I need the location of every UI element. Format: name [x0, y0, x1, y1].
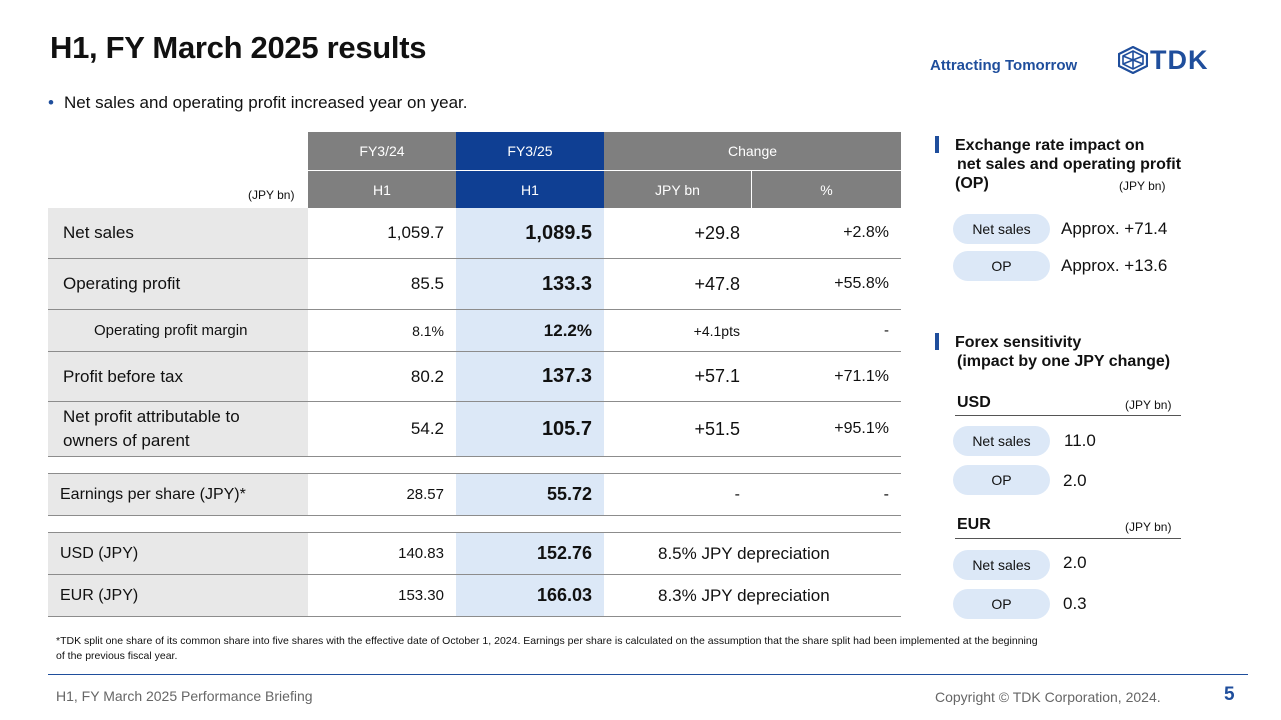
- header-change: Change: [604, 132, 901, 170]
- usd-underline: [955, 415, 1181, 416]
- eur-net-sales-pill: Net sales: [953, 550, 1050, 580]
- footer-divider: [48, 674, 1248, 675]
- cell-pct: +95.1%: [834, 420, 889, 437]
- cell-fy25: 137.3: [456, 352, 604, 401]
- header-change-pct: %: [752, 171, 901, 208]
- cell-change: +4.1pts: [693, 322, 740, 339]
- brand-tagline: Attracting Tomorrow: [930, 57, 1078, 74]
- cell-fy25: 12.2%: [456, 310, 604, 351]
- tdk-emblem-icon: [1118, 46, 1148, 74]
- cell-change: +29.8: [694, 222, 740, 243]
- row-label: Net sales: [48, 208, 308, 258]
- cell-fy24: 28.57: [406, 486, 444, 503]
- table-row-net-sales: Net sales 1,059.7 1,089.5 +29.8 +2.8%: [48, 208, 901, 259]
- table-row-usd: USD (JPY) 140.83 152.76 8.5% JPY depreci…: [48, 533, 901, 575]
- cell-fy25: 1,089.5: [456, 208, 604, 258]
- exchange-impact-unit: (JPY bn): [1119, 179, 1166, 193]
- impact-net-sales-value: Approx. +71.4: [1061, 219, 1168, 238]
- usd-op-value: 2.0: [1063, 471, 1087, 490]
- header-fy24: FY3/24: [308, 132, 456, 170]
- footer-title: H1, FY March 2025 Performance Briefing: [56, 688, 313, 704]
- header-h1-fy25: H1: [456, 171, 604, 208]
- exchange-impact-title-line2: net sales and operating profit: [957, 156, 1182, 173]
- header-fy25: FY3/25: [456, 132, 604, 170]
- summary-text: Net sales and operating profit increased…: [63, 93, 468, 112]
- cell-fy24: 80.2: [410, 366, 444, 386]
- cell-change: 8.5% JPY depreciation: [658, 543, 830, 563]
- cell-fy24: 54.2: [410, 419, 444, 438]
- eur-op-pill: OP: [953, 589, 1050, 619]
- cell-pct: -: [884, 322, 889, 339]
- impact-op-value: Approx. +13.6: [1061, 256, 1168, 275]
- cell-fy25: 152.76: [456, 533, 604, 574]
- section-marker-icon: [935, 333, 939, 350]
- table-row-net-profit: Net profit attributable to owners of par…: [48, 402, 901, 457]
- impact-net-sales-pill: Net sales: [953, 214, 1050, 244]
- cell-change: +51.5: [694, 418, 740, 439]
- cell-fy24: 153.30: [398, 587, 444, 604]
- cell-pct: +71.1%: [834, 367, 889, 385]
- eur-unit: (JPY bn): [1125, 520, 1172, 534]
- exchange-impact-title: Exchange rate impact on net sales and op…: [955, 136, 1181, 193]
- cell-change: +57.1: [694, 366, 740, 386]
- row-label: USD (JPY): [48, 533, 308, 574]
- cell-fy24: 1,059.7: [387, 223, 444, 242]
- table-row-eps: Earnings per share (JPY)* 28.57 55.72 - …: [48, 474, 901, 516]
- cell-fy25: 105.7: [456, 402, 604, 456]
- cell-fy25: 166.03: [456, 575, 604, 616]
- header-change-jpybn: JPY bn: [604, 171, 751, 208]
- cell-pct: -: [883, 485, 889, 503]
- row-label: Net profit attributable to owners of par…: [48, 402, 308, 456]
- cell-change: 8.3% JPY depreciation: [658, 585, 830, 605]
- eur-heading: EUR: [957, 516, 991, 533]
- cell-fy25: 133.3: [456, 259, 604, 309]
- row-label: Operating profit: [48, 259, 308, 309]
- section-marker-icon: [935, 136, 939, 153]
- forex-sensitivity-title: Forex sensitivity (impact by one JPY cha…: [955, 333, 1170, 371]
- exchange-impact-title-line3: (OP): [955, 175, 989, 192]
- forex-title-line1: Forex sensitivity: [955, 334, 1082, 351]
- cell-fy25: 55.72: [456, 474, 604, 515]
- row-label: EUR (JPY): [48, 575, 308, 616]
- cell-pct: +2.8%: [843, 224, 889, 241]
- cell-pct: +55.8%: [834, 275, 889, 292]
- eur-underline: [955, 538, 1181, 539]
- row-label-line1: Net profit attributable to: [63, 407, 240, 426]
- table-row-eur: EUR (JPY) 153.30 166.03 8.3% JPY depreci…: [48, 575, 901, 617]
- row-label-line2: owners of parent: [63, 431, 190, 450]
- bullet-dot-icon: •: [48, 93, 54, 112]
- table-unit-label: (JPY bn): [248, 188, 295, 202]
- fx-top-divider: [48, 532, 901, 533]
- row-label: Operating profit margin: [48, 310, 308, 351]
- impact-op-pill: OP: [953, 251, 1050, 281]
- cell-change: -: [734, 485, 740, 503]
- exchange-impact-title-line1: Exchange rate impact on: [955, 137, 1145, 154]
- usd-op-pill: OP: [953, 465, 1050, 495]
- forex-title-line2: (impact by one JPY change): [957, 353, 1171, 370]
- page-title: H1, FY March 2025 results: [50, 30, 427, 65]
- summary-bullet: • Net sales and operating profit increase…: [48, 93, 467, 113]
- eps-top-divider: [48, 473, 901, 474]
- header-h1-fy24: H1: [308, 171, 456, 208]
- row-label: Profit before tax: [48, 352, 308, 401]
- cell-fy24: 8.1%: [412, 322, 444, 339]
- cell-fy24: 85.5: [410, 274, 444, 293]
- cell-change: +47.8: [694, 273, 740, 294]
- usd-net-sales-value: 11.0: [1064, 431, 1096, 450]
- table-row-profit-before-tax: Profit before tax 80.2 137.3 +57.1 +71.1…: [48, 352, 901, 402]
- table-row-operating-profit: Operating profit 85.5 133.3 +47.8 +55.8%: [48, 259, 901, 310]
- table-row-op-margin: Operating profit margin 8.1% 12.2% +4.1p…: [48, 310, 901, 352]
- eur-net-sales-value: 2.0: [1063, 553, 1087, 572]
- footer-copyright: Copyright © TDK Corporation, 2024.: [935, 689, 1161, 705]
- eur-op-value: 0.3: [1063, 594, 1087, 613]
- tdk-logo-text: TDK: [1150, 44, 1209, 75]
- usd-unit: (JPY bn): [1125, 398, 1172, 412]
- tdk-logo: TDK: [1118, 46, 1209, 74]
- page-number: 5: [1224, 684, 1235, 705]
- row-label: Earnings per share (JPY)*: [48, 474, 308, 515]
- usd-net-sales-pill: Net sales: [953, 426, 1050, 456]
- cell-fy24: 140.83: [398, 545, 444, 562]
- usd-heading: USD: [957, 394, 991, 411]
- footnote: *TDK split one share of its common share…: [56, 635, 1038, 662]
